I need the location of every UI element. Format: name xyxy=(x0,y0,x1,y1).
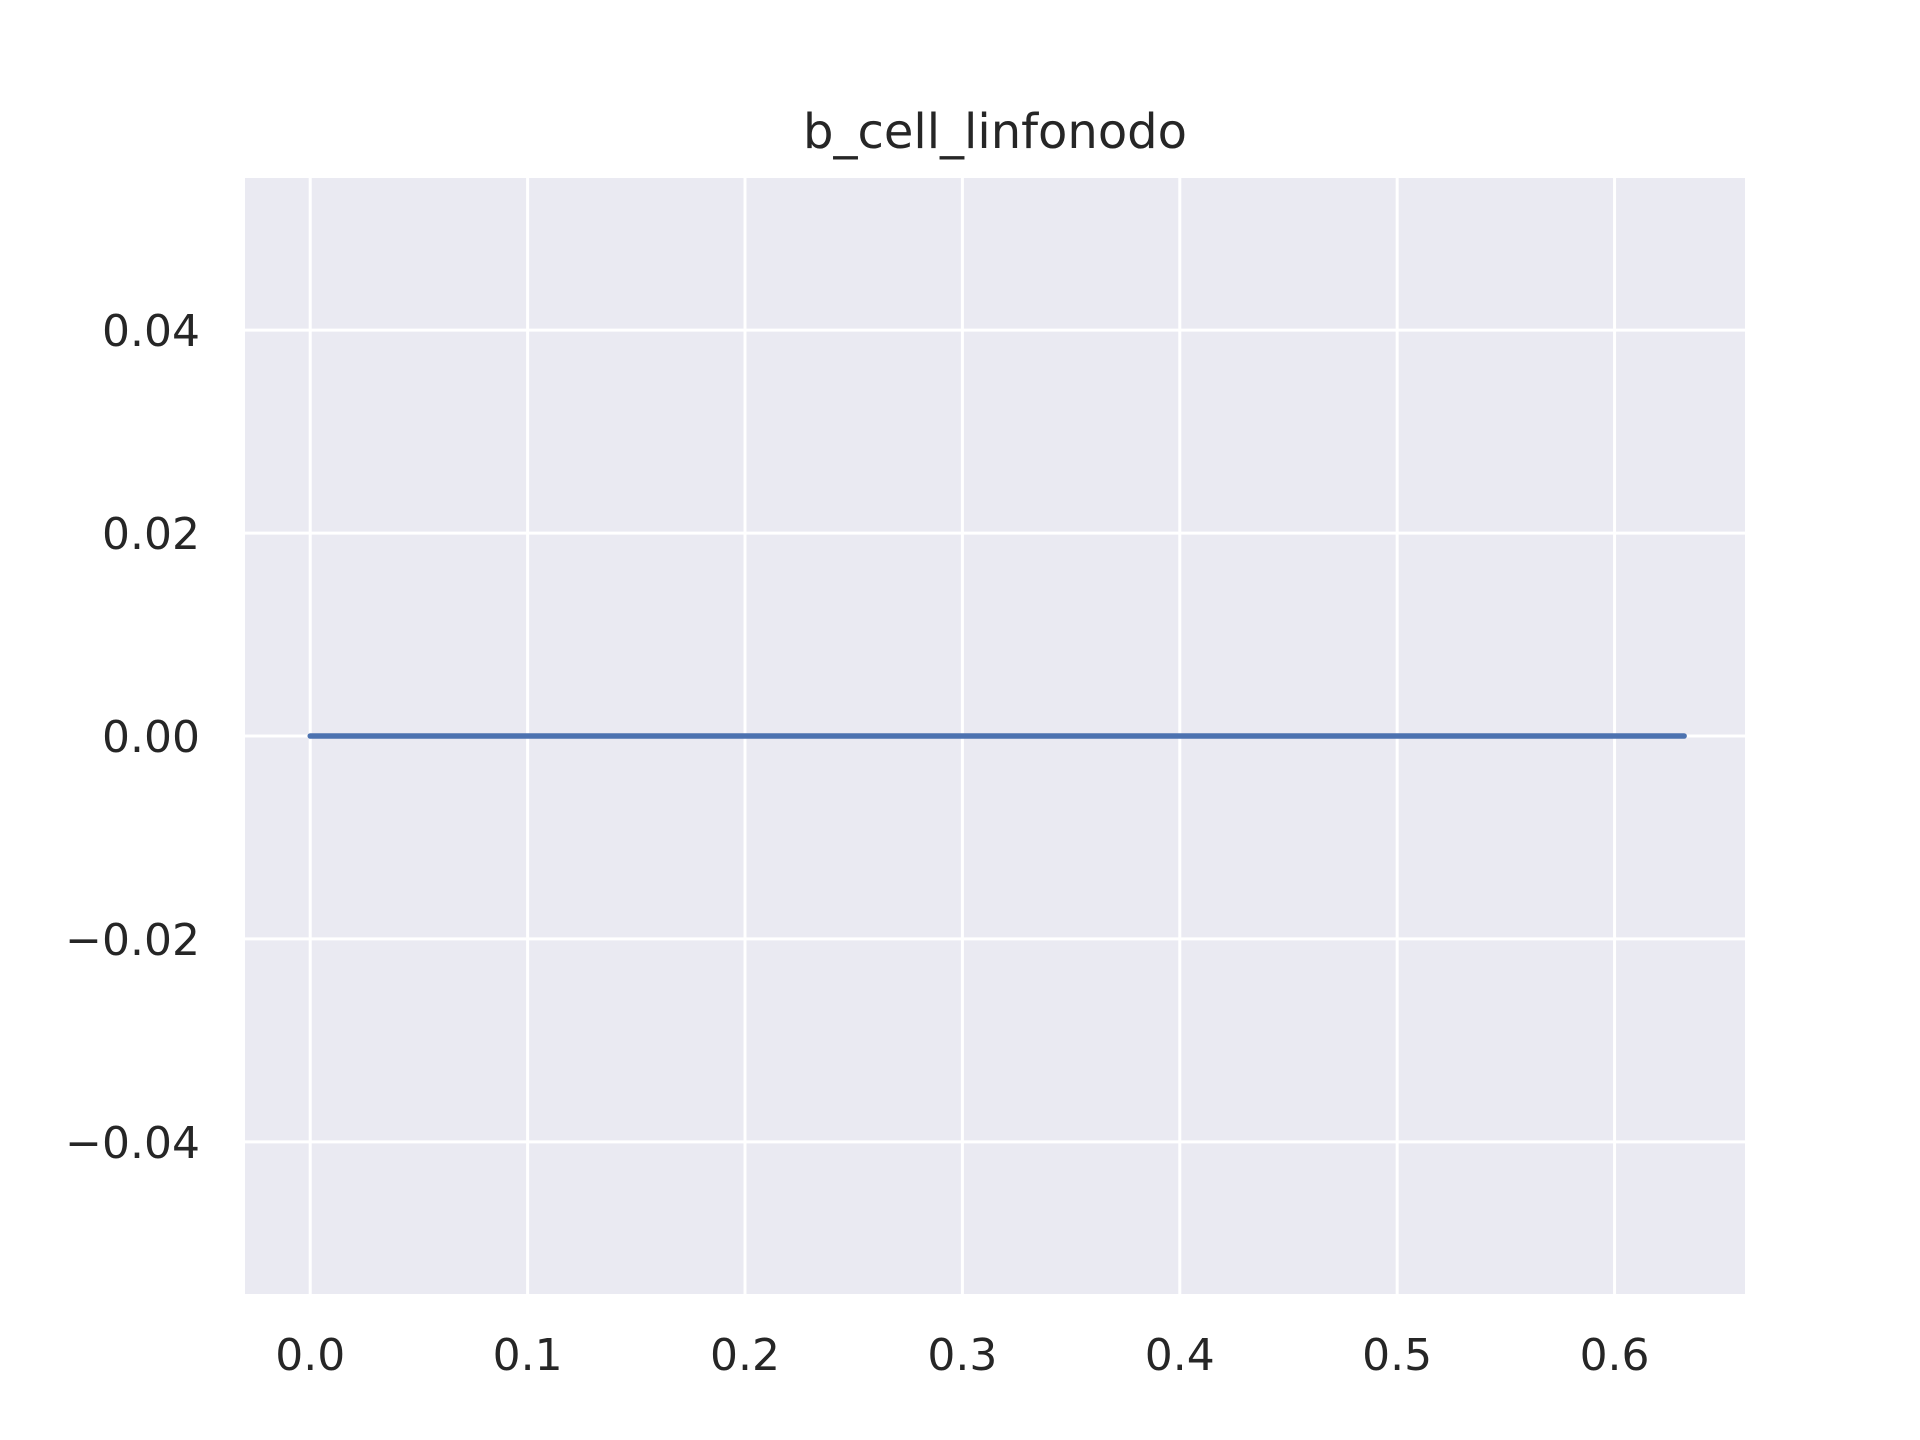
x-tick-label: 0.6 xyxy=(1580,1330,1650,1381)
y-tick-label: 0.02 xyxy=(102,509,200,560)
x-tick-label: 0.2 xyxy=(710,1330,780,1381)
x-tick-label: 0.4 xyxy=(1145,1330,1215,1381)
x-tick-label: 0.0 xyxy=(275,1330,345,1381)
y-tick-label: −0.02 xyxy=(65,915,200,966)
chart-title: b_cell_linfonodo xyxy=(803,104,1187,160)
y-tick-label: 0.04 xyxy=(102,306,200,357)
x-tick-label: 0.1 xyxy=(493,1330,563,1381)
x-tick-label: 0.3 xyxy=(927,1330,997,1381)
y-tick-label: −0.04 xyxy=(65,1118,200,1169)
x-tick-label: 0.5 xyxy=(1362,1330,1432,1381)
y-tick-label: 0.00 xyxy=(102,712,200,763)
x-axis-tick-labels: 0.0 0.1 0.2 0.3 0.4 0.5 0.6 xyxy=(275,1330,1649,1381)
y-axis-tick-labels: 0.04 0.02 0.00 −0.02 −0.04 xyxy=(65,306,200,1169)
